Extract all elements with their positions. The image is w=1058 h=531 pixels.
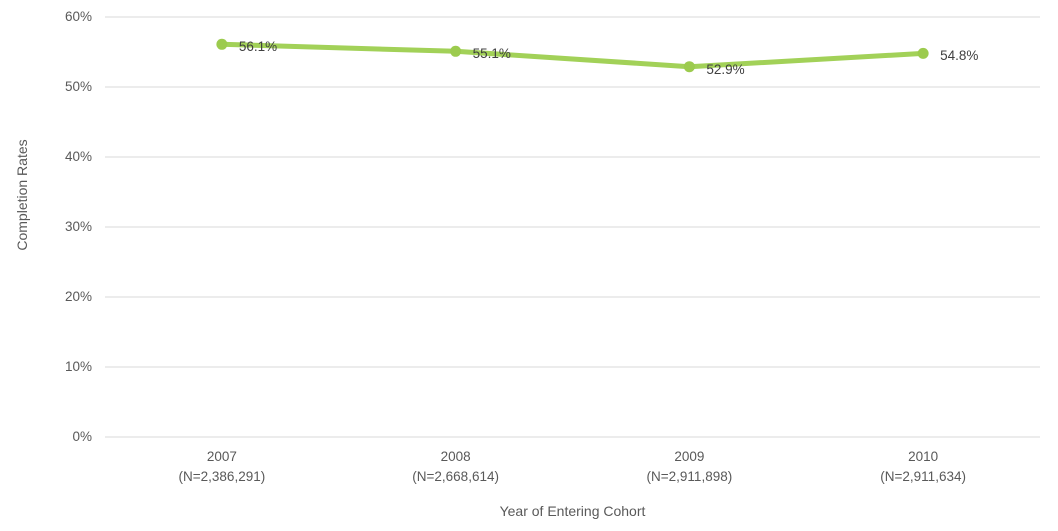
x-tick-label-2010: 2010 (N=2,911,634) [807, 447, 1039, 487]
data-label-2007: 56.1% [238, 39, 278, 55]
x-tick-cohort-size: (N=2,668,614) [412, 469, 499, 484]
data-label-2010: 54.8% [940, 48, 979, 64]
data-point-2008 [450, 45, 462, 57]
x-tick-label-2008: 2008 (N=2,668,614) [340, 447, 572, 487]
x-tick-year: 2007 [206, 449, 237, 464]
y-tick-label: 20% [64, 289, 92, 304]
y-tick-label: 10% [64, 359, 92, 374]
data-point-2010 [917, 47, 929, 59]
x-tick-label-2007: 2007 (N=2,386,291) [106, 447, 338, 487]
x-tick-cohort-size: (N=2,386,291) [178, 469, 266, 484]
data-label-2009: 52.9% [706, 61, 745, 77]
x-tick-label-2009: 2009 (N=2,911,898) [573, 447, 805, 487]
x-tick-year: 2009 [674, 449, 705, 464]
line-series [219, 41, 926, 70]
data-label-2008: 55.1% [472, 46, 511, 62]
x-tick-year: 2010 [908, 449, 939, 464]
x-tick-cohort-size: (N=2,911,634) [880, 469, 966, 484]
data-point-2009 [683, 61, 695, 73]
y-tick-label: 50% [64, 79, 92, 94]
x-axis-title: Year of Entering Cohort [499, 503, 646, 519]
data-point-2007 [216, 38, 228, 50]
y-tick-label: 30% [64, 219, 92, 234]
x-tick-cohort-size: (N=2,911,898) [646, 469, 733, 484]
y-tick-label: 40% [64, 149, 92, 164]
x-tick-year: 2008 [440, 449, 471, 464]
y-tick-label: 60% [64, 9, 92, 24]
y-tick-label: 0% [72, 429, 92, 444]
